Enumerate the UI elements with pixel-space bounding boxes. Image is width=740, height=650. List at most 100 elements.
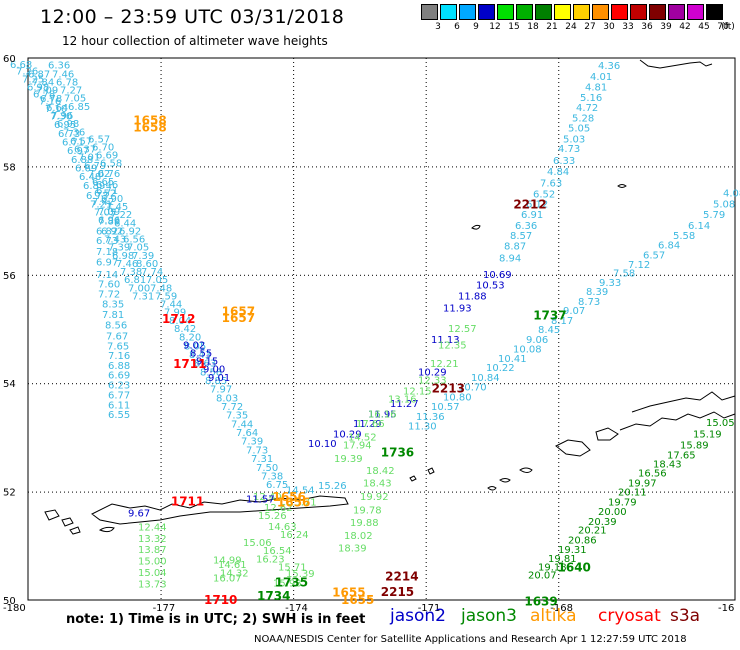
lon-label--180: -180 [3, 603, 26, 614]
grid-dot [296, 383, 297, 385]
wave-height-label: 5.05 [568, 123, 590, 134]
grid-dot [612, 383, 613, 385]
wave-height-label: 5.79 [703, 210, 725, 221]
grid-dot [364, 274, 365, 276]
grid-dot [424, 383, 425, 385]
grid-dot [425, 66, 427, 67]
grid-dot [293, 318, 295, 319]
grid-dot [293, 246, 295, 247]
grid-dot [480, 274, 481, 276]
grid-dot [664, 491, 665, 493]
wave-height-label: 7.31 [251, 454, 273, 465]
grid-dot [425, 174, 427, 175]
grid-dot [240, 274, 241, 276]
grid-dot [236, 274, 237, 276]
wave-height-label: 7.96 [51, 111, 73, 122]
grid-dot [420, 491, 421, 493]
grid-dot [572, 383, 573, 385]
grid-dot [216, 166, 217, 168]
grid-dot [160, 234, 162, 235]
grid-dot [604, 491, 605, 493]
grid-dot [256, 166, 257, 168]
grid-dot [160, 362, 162, 363]
grid-dot [548, 166, 549, 168]
grid-dot [160, 178, 162, 179]
wave-height-label: 7.09 [98, 207, 120, 218]
grid-dot [56, 274, 57, 276]
grid-dot [228, 383, 229, 385]
grid-dot [293, 350, 295, 351]
grid-dot [324, 491, 325, 493]
grid-dot [616, 491, 617, 493]
grid-dot [160, 302, 162, 303]
grid-dot [732, 491, 733, 493]
grid-dot [608, 491, 609, 493]
wave-height-label: 4.08 [723, 189, 740, 200]
grid-dot [540, 166, 541, 168]
grid-dot [580, 491, 581, 493]
grid-dot [272, 383, 273, 385]
grid-dot [160, 262, 162, 263]
grid-dot [293, 174, 295, 175]
wave-height-label: 15.71 [288, 497, 317, 508]
grid-dot [160, 586, 162, 587]
grid-dot [408, 491, 409, 493]
grid-dot [293, 430, 295, 431]
lon-label--174: -174 [285, 603, 308, 614]
legend-label-36: 36 [641, 22, 653, 32]
grid-dot [392, 491, 393, 493]
grid-dot [558, 222, 560, 223]
grid-dot [293, 98, 295, 99]
grid-dot [576, 491, 577, 493]
grid-dot [558, 438, 560, 439]
grid-dot [636, 383, 637, 385]
grid-dot [425, 330, 427, 331]
grid-dot [558, 398, 560, 399]
grid-dot [425, 358, 427, 359]
time-stamp-1736: 1736 [381, 446, 414, 460]
wave-height-label: 6.98 [57, 119, 79, 130]
grid-dot [558, 542, 560, 543]
grid-dot [558, 234, 560, 235]
grid-dot [425, 346, 427, 347]
grid-dot [88, 166, 89, 168]
wave-height-label: 6.68 [10, 60, 32, 71]
grid-dot [558, 182, 560, 183]
grid-dot [558, 78, 560, 79]
grid-dot [384, 491, 385, 493]
wave-height-label: 7.64 [236, 428, 258, 439]
grid-dot [688, 166, 689, 168]
grid-dot [425, 98, 427, 99]
grid-dot [524, 491, 525, 493]
legend-label-3: 3 [435, 22, 441, 32]
wave-height-label: 14.54 [286, 486, 315, 497]
grid-dot [192, 491, 193, 493]
grid-dot [558, 486, 560, 487]
grid-dot [292, 491, 293, 493]
grid-dot [556, 383, 557, 385]
grid-dot [160, 86, 162, 87]
time-stamp-1640: 1640 [558, 560, 591, 574]
grid-dot [160, 102, 162, 103]
grid-dot [425, 150, 427, 151]
grid-dot [268, 274, 269, 276]
grid-dot [558, 122, 560, 123]
grid-dot [520, 274, 521, 276]
legend-label-9: 9 [473, 22, 479, 32]
grid-dot [293, 474, 295, 475]
grid-dot [160, 122, 162, 123]
grid-dot [564, 166, 565, 168]
grid-dot [160, 58, 162, 59]
grid-dot [640, 274, 641, 276]
grid-dot [425, 86, 427, 87]
grid-dot [632, 491, 633, 493]
grid-dot [176, 274, 177, 276]
grid-dot [292, 274, 293, 276]
wave-height-label: 15.06 [243, 538, 272, 549]
grid-dot [700, 383, 701, 385]
grid-dot [316, 274, 317, 276]
grid-dot [160, 558, 162, 559]
grid-dot [664, 166, 665, 168]
grid-dot [160, 330, 162, 331]
